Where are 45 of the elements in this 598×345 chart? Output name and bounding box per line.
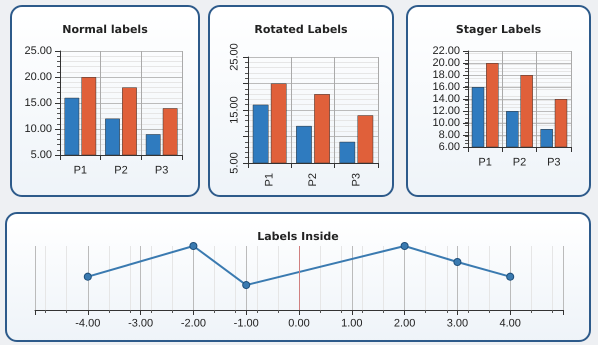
x-tick-label: P1 [74,164,88,176]
chart-title: Labels Inside [257,230,339,243]
point [453,258,462,266]
y-tick-label: 5.00 [228,152,240,174]
point [84,272,92,281]
y-tick-label: 16.00 [432,81,460,93]
y-tick-label: 10.00 [432,117,460,129]
y-tick-label: 10.00 [24,123,52,135]
x-tick-label: -3.00 [128,318,154,330]
chart-title: Rotated Labels [254,23,348,36]
point [189,242,198,250]
y-tick-label: 22.00 [432,45,460,57]
y-tick-label: 15.00 [228,96,240,124]
x-tick-label: P1 [264,173,276,186]
x-tick-label: P2 [114,164,128,176]
y-tick-label: 8.00 [438,129,460,141]
y-tick-label: 5.00 [30,149,52,161]
point [506,272,514,281]
x-tick-label: 3.00 [446,318,468,330]
x-tick-label: P3 [154,164,168,176]
chart-title: Stager Labels [456,23,542,36]
y-tick-label: 25.00 [24,45,52,57]
x-tick-label: 0.00 [288,318,310,330]
y-tick-label: 25.00 [228,43,240,71]
x-tick-label: 4.00 [499,318,521,330]
y-tick-label: 14.00 [432,93,460,105]
chart-title: Normal labels [62,23,148,36]
x-tick-label: -2.00 [180,318,206,330]
y-tick-label: 15.00 [24,97,52,109]
y-tick-label: 20.00 [24,71,52,83]
y-tick-label: 12.00 [432,105,460,117]
y-tick-label: 18.00 [432,69,460,81]
x-tick-label: P3 [350,173,362,186]
x-tick-label: P2 [512,156,526,168]
y-tick-label: 20.00 [432,57,460,69]
y-tick-label: 6.00 [438,141,460,153]
x-tick-label: -4.00 [75,318,100,330]
x-tick-label: P1 [478,156,492,168]
x-tick-label: 2.00 [394,318,416,330]
x-tick-label: P3 [547,156,561,168]
point [242,281,250,290]
x-tick-label: P2 [307,173,319,186]
x-tick-label: -1.00 [234,318,259,330]
x-tick-label: 1.00 [341,318,363,330]
point [400,242,409,250]
